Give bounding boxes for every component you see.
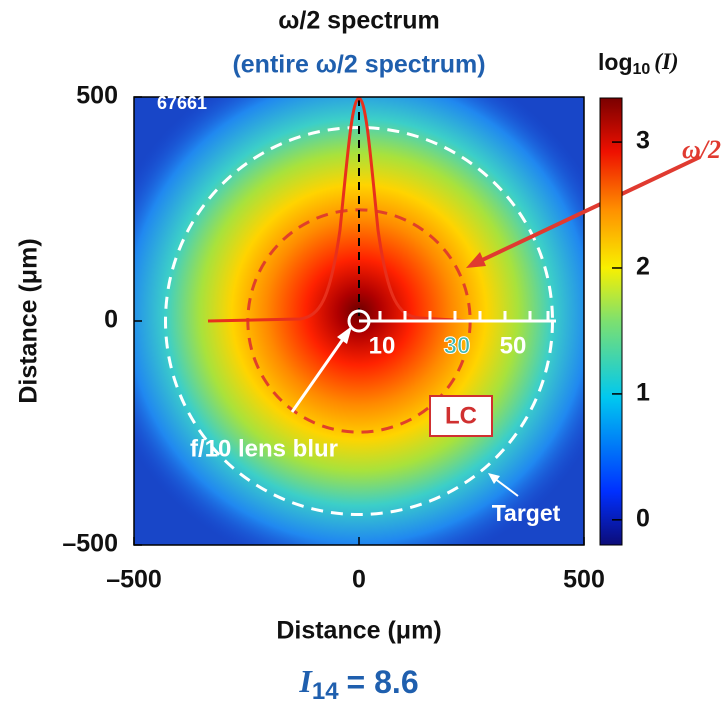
colorbar-tick-label: 1 (636, 379, 650, 407)
y-tick-label: –500 (62, 530, 118, 558)
x-tick-label: 500 (563, 566, 605, 594)
chart-subtitle: (entire ω/2 spectrum) (232, 51, 485, 79)
colorbar (600, 98, 622, 545)
chart-title: ω/2 spectrum (278, 7, 439, 35)
footer-text: = 8.6 (347, 664, 419, 700)
x-axis-label: Distance (μm) (276, 617, 441, 645)
y-axis-label: Distance (μm) (15, 238, 43, 403)
colorbar-label: log10(I) (598, 49, 679, 78)
colorbar-tick-label: 2 (636, 253, 650, 281)
lc-label: LC (445, 402, 477, 429)
chart: ω/2 spectrum (entire ω/2 spectrum) Dista… (0, 0, 728, 723)
colorbar-label-base: log (598, 49, 633, 75)
colorbar-label-arg: (I) (654, 49, 678, 74)
shot-number: 67661 (157, 93, 207, 113)
scale-label: 30 (444, 332, 471, 359)
footer-subscript: 14 (312, 678, 339, 705)
scale-label: 50 (500, 332, 527, 359)
colorbar-tick-label: 3 (636, 127, 650, 155)
omega-label: ω/2 (682, 135, 721, 164)
colorbar-tick-label: 0 (636, 504, 650, 532)
x-tick-label: 0 (352, 566, 366, 594)
colorbar-label-sub: 10 (633, 61, 651, 78)
y-tick-label: 500 (76, 82, 118, 110)
scale-label: 10 (369, 332, 396, 359)
lens-label: f/10 lens blur (190, 435, 338, 462)
x-tick-label: –500 (106, 566, 162, 594)
target-label: Target (492, 500, 561, 526)
footer: I14= 8.6 (298, 663, 418, 705)
y-tick-label: 0 (104, 306, 118, 334)
